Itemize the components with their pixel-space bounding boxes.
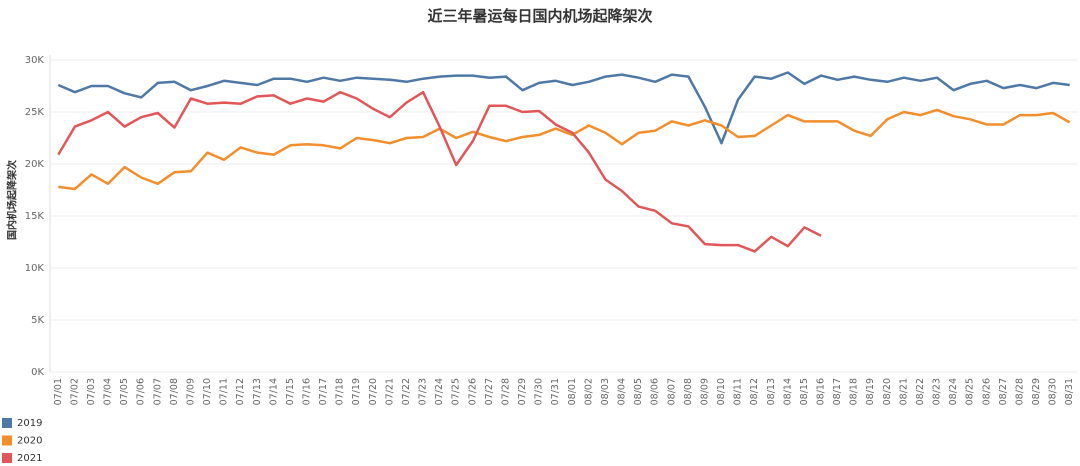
x-tick-label: 08/16 bbox=[816, 378, 827, 405]
x-tick-label: 07/26 bbox=[467, 378, 478, 405]
x-tick-label: 08/22 bbox=[915, 378, 926, 405]
x-tick-label: 07/30 bbox=[534, 378, 545, 405]
x-tick-label: 07/31 bbox=[550, 378, 561, 405]
y-tick-label: 30K bbox=[25, 55, 45, 66]
x-tick-label: 07/18 bbox=[335, 378, 346, 405]
x-tick-label: 07/12 bbox=[235, 378, 246, 405]
x-tick-label: 08/11 bbox=[733, 378, 744, 405]
x-tick-label: 07/13 bbox=[252, 378, 263, 405]
x-tick-label: 07/01 bbox=[53, 378, 64, 405]
x-tick-label: 08/01 bbox=[567, 378, 578, 405]
y-axis-label: 国内机场起降架次 bbox=[6, 160, 19, 240]
x-tick-label: 08/15 bbox=[799, 378, 810, 405]
y-tick-label: 25K bbox=[25, 107, 45, 118]
x-tick-label: 07/14 bbox=[268, 378, 279, 405]
x-tick-label: 07/11 bbox=[219, 378, 230, 405]
x-tick-label: 07/08 bbox=[169, 378, 180, 405]
chart-title: 近三年暑运每日国内机场起降架次 bbox=[427, 7, 652, 25]
y-tick-label: 10K bbox=[25, 263, 45, 274]
x-tick-label: 08/21 bbox=[898, 378, 909, 405]
x-tick-label: 07/23 bbox=[418, 378, 429, 405]
x-tick-label: 07/15 bbox=[285, 378, 296, 405]
x-tick-label: 07/07 bbox=[152, 378, 163, 405]
legend-swatch bbox=[2, 435, 12, 446]
x-tick-label: 07/09 bbox=[185, 378, 196, 405]
x-tick-label: 08/31 bbox=[1064, 378, 1075, 405]
x-tick-label: 08/02 bbox=[583, 378, 594, 405]
x-tick-label: 07/24 bbox=[434, 378, 445, 405]
x-tick-label: 07/04 bbox=[103, 378, 114, 405]
x-tick-label: 08/05 bbox=[633, 378, 644, 405]
x-tick-label: 07/06 bbox=[136, 378, 147, 405]
x-tick-label: 07/27 bbox=[484, 378, 495, 405]
x-tick-label: 08/18 bbox=[849, 378, 860, 405]
x-tick-label: 08/19 bbox=[865, 378, 876, 405]
x-tick-label: 07/28 bbox=[500, 378, 511, 405]
legend-label: 2020 bbox=[17, 436, 42, 447]
x-tick-label: 08/09 bbox=[699, 378, 710, 405]
x-tick-label: 07/17 bbox=[318, 378, 329, 405]
series-line bbox=[57, 71, 1070, 145]
legend-swatch bbox=[2, 418, 12, 428]
x-tick-label: 08/04 bbox=[617, 378, 628, 405]
x-tick-label: 07/25 bbox=[451, 378, 462, 405]
x-tick-label: 08/06 bbox=[650, 378, 661, 405]
x-tick-label: 07/21 bbox=[384, 378, 395, 405]
x-tick-label: 08/03 bbox=[600, 378, 611, 405]
x-tick-label: 07/20 bbox=[368, 378, 379, 405]
x-tick-label: 08/25 bbox=[965, 378, 976, 405]
y-tick-label: 20K bbox=[25, 159, 45, 170]
x-tick-label: 07/19 bbox=[351, 378, 362, 405]
x-tick-label: 07/29 bbox=[517, 378, 528, 405]
x-tick-label: 07/03 bbox=[86, 378, 97, 405]
x-tick-label: 08/26 bbox=[981, 378, 992, 405]
legend-label: 2019 bbox=[17, 418, 42, 429]
y-tick-label: 5K bbox=[31, 315, 44, 326]
x-tick-label: 08/14 bbox=[782, 378, 793, 405]
series-line bbox=[58, 108, 1071, 191]
x-tick-label: 08/29 bbox=[1031, 378, 1042, 405]
x-tick-label: 08/24 bbox=[948, 378, 959, 405]
legend-label: 2021 bbox=[17, 453, 42, 464]
x-tick-label: 08/28 bbox=[1014, 378, 1025, 405]
x-tick-label: 08/12 bbox=[749, 378, 760, 405]
x-tick-label: 08/20 bbox=[882, 378, 893, 405]
x-tick-label: 08/07 bbox=[666, 378, 677, 405]
x-tick-label: 08/08 bbox=[683, 378, 694, 405]
x-tick-label: 07/16 bbox=[302, 378, 313, 405]
x-tick-label: 07/02 bbox=[69, 378, 80, 405]
x-tick-label: 08/23 bbox=[932, 378, 943, 405]
y-tick-label: 0K bbox=[31, 367, 44, 378]
x-tick-label: 08/17 bbox=[832, 378, 843, 405]
series-line bbox=[57, 90, 822, 253]
x-tick-label: 08/30 bbox=[1048, 378, 1059, 405]
x-tick-label: 07/05 bbox=[119, 378, 130, 405]
x-tick-label: 08/27 bbox=[998, 378, 1009, 405]
y-tick-label: 15K bbox=[25, 211, 45, 222]
x-tick-label: 07/10 bbox=[202, 378, 213, 405]
legend-swatch bbox=[2, 453, 12, 463]
x-tick-label: 07/22 bbox=[401, 378, 412, 405]
x-tick-label: 08/10 bbox=[716, 378, 727, 405]
x-tick-label: 08/13 bbox=[766, 378, 777, 405]
